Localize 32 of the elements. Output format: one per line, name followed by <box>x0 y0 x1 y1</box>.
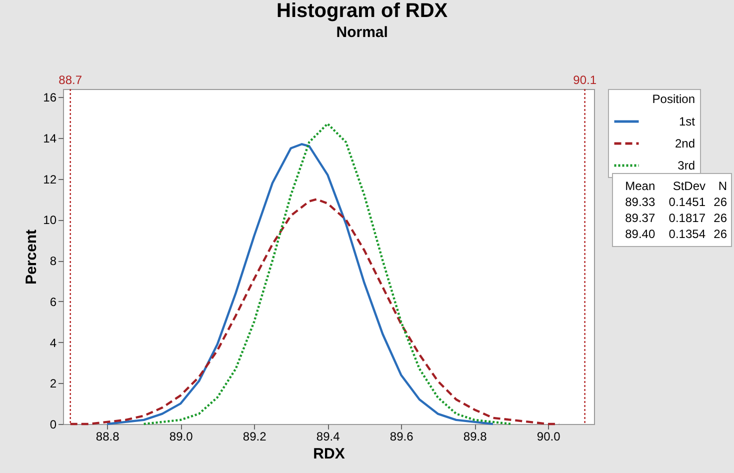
text: 89.37 0.1817 26 <box>624 210 728 226</box>
y-tick-label: 6 <box>50 294 57 309</box>
ref-line-label: 90.1 <box>573 73 597 87</box>
chart-title: Histogram of RDX <box>276 0 448 22</box>
y-tick-label: 2 <box>50 376 57 391</box>
y-axis-title: Percent <box>23 229 40 285</box>
x-tick-label: 89.8 <box>463 430 488 444</box>
y-tick-label: 4 <box>50 336 57 350</box>
legend-title: Position <box>652 92 695 106</box>
y-tick-label: 12 <box>43 172 57 186</box>
y-tick-label: 10 <box>43 213 57 228</box>
text: 1st <box>678 114 696 128</box>
x-tick-label: 89.6 <box>390 430 414 444</box>
text: Mean StDev N <box>625 179 727 193</box>
x-axis-title: RDX <box>313 446 345 462</box>
text: 2nd <box>674 136 695 150</box>
x-tick-label: 89.0 <box>169 430 194 444</box>
text: 89.33 0.1451 26 <box>624 194 728 210</box>
chart-subtitle: Normal <box>336 24 388 41</box>
line-series <box>142 122 512 426</box>
text: 3rd <box>678 158 695 172</box>
y-tick-label: 16 <box>43 90 57 105</box>
x-tick-label: 89.2 <box>242 430 267 444</box>
ref-line-label: 88.7 <box>58 73 82 87</box>
x-tick-label: 90.0 <box>536 430 561 444</box>
text: 89.40 0.1354 26 <box>624 226 728 242</box>
y-tick-label: 8 <box>50 254 57 268</box>
x-tick-label: 88.8 <box>96 430 120 444</box>
x-tick-label: 89.4 <box>316 430 340 444</box>
y-tick-label: 0 <box>50 418 57 432</box>
y-tick-label: 14 <box>43 132 57 146</box>
line-series <box>106 143 494 426</box>
